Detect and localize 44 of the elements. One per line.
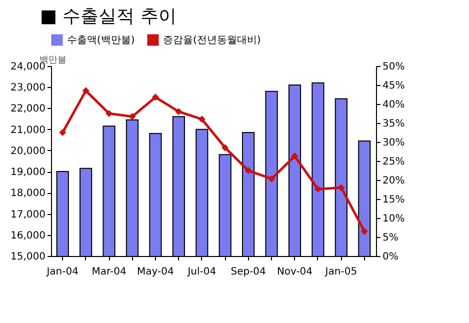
x-tick-label: Nov-04 bbox=[276, 266, 313, 278]
point bbox=[291, 152, 298, 160]
point bbox=[59, 128, 66, 136]
point bbox=[360, 228, 368, 235]
point bbox=[82, 87, 90, 94]
x-tick-label: May-04 bbox=[137, 266, 174, 278]
point bbox=[268, 175, 276, 182]
y-tick-label: 16,000 bbox=[10, 230, 46, 242]
y2-tick-label: 0% bbox=[382, 252, 398, 262]
legend-label: 수출액(백만불) bbox=[67, 35, 135, 46]
point bbox=[175, 108, 182, 116]
point bbox=[314, 186, 322, 193]
y-tick-label: 21,000 bbox=[10, 124, 46, 136]
y-tick-label: 23,000 bbox=[10, 82, 46, 94]
x-tick-label: Jul-04 bbox=[186, 266, 216, 278]
y-tick-label: 18,000 bbox=[10, 188, 46, 200]
y2-tick-label: 10% bbox=[382, 214, 405, 224]
x-tick-label: Jan-04 bbox=[46, 266, 78, 278]
y-tick-label: 15,000 bbox=[10, 252, 46, 262]
point bbox=[106, 110, 113, 118]
point bbox=[198, 116, 206, 123]
y2-tick-label: 40% bbox=[382, 100, 405, 110]
y-tick-label: 19,000 bbox=[10, 167, 46, 178]
x-tick-label: Sep-04 bbox=[230, 266, 266, 278]
y2-tick-label: 15% bbox=[382, 194, 405, 206]
y-tick-label: 22,000 bbox=[10, 104, 46, 115]
chart-title: ■ 수출실적 추이 bbox=[40, 6, 176, 27]
point bbox=[152, 94, 159, 101]
y2-tick-label: 25% bbox=[382, 156, 405, 168]
y-tick-label: 17,000 bbox=[10, 209, 46, 220]
y2-tick-label: 45% bbox=[382, 80, 405, 92]
point bbox=[244, 166, 252, 174]
x-tick-label: Mar-04 bbox=[92, 266, 126, 278]
y2-tick-label: 30% bbox=[382, 138, 405, 148]
point bbox=[222, 144, 229, 152]
x-tick-label: Jan-05 bbox=[324, 266, 358, 278]
y2-tick-label: 20% bbox=[382, 176, 405, 186]
y-tick-label: 20,000 bbox=[10, 146, 46, 157]
y2-tick-label: 50% bbox=[382, 62, 405, 72]
y2-tick-label: 35% bbox=[382, 118, 405, 130]
point bbox=[128, 113, 136, 120]
legend-label: 증감율(전년동월대비) bbox=[163, 35, 261, 46]
y2-tick-label: 5% bbox=[382, 232, 398, 244]
point bbox=[338, 184, 345, 192]
